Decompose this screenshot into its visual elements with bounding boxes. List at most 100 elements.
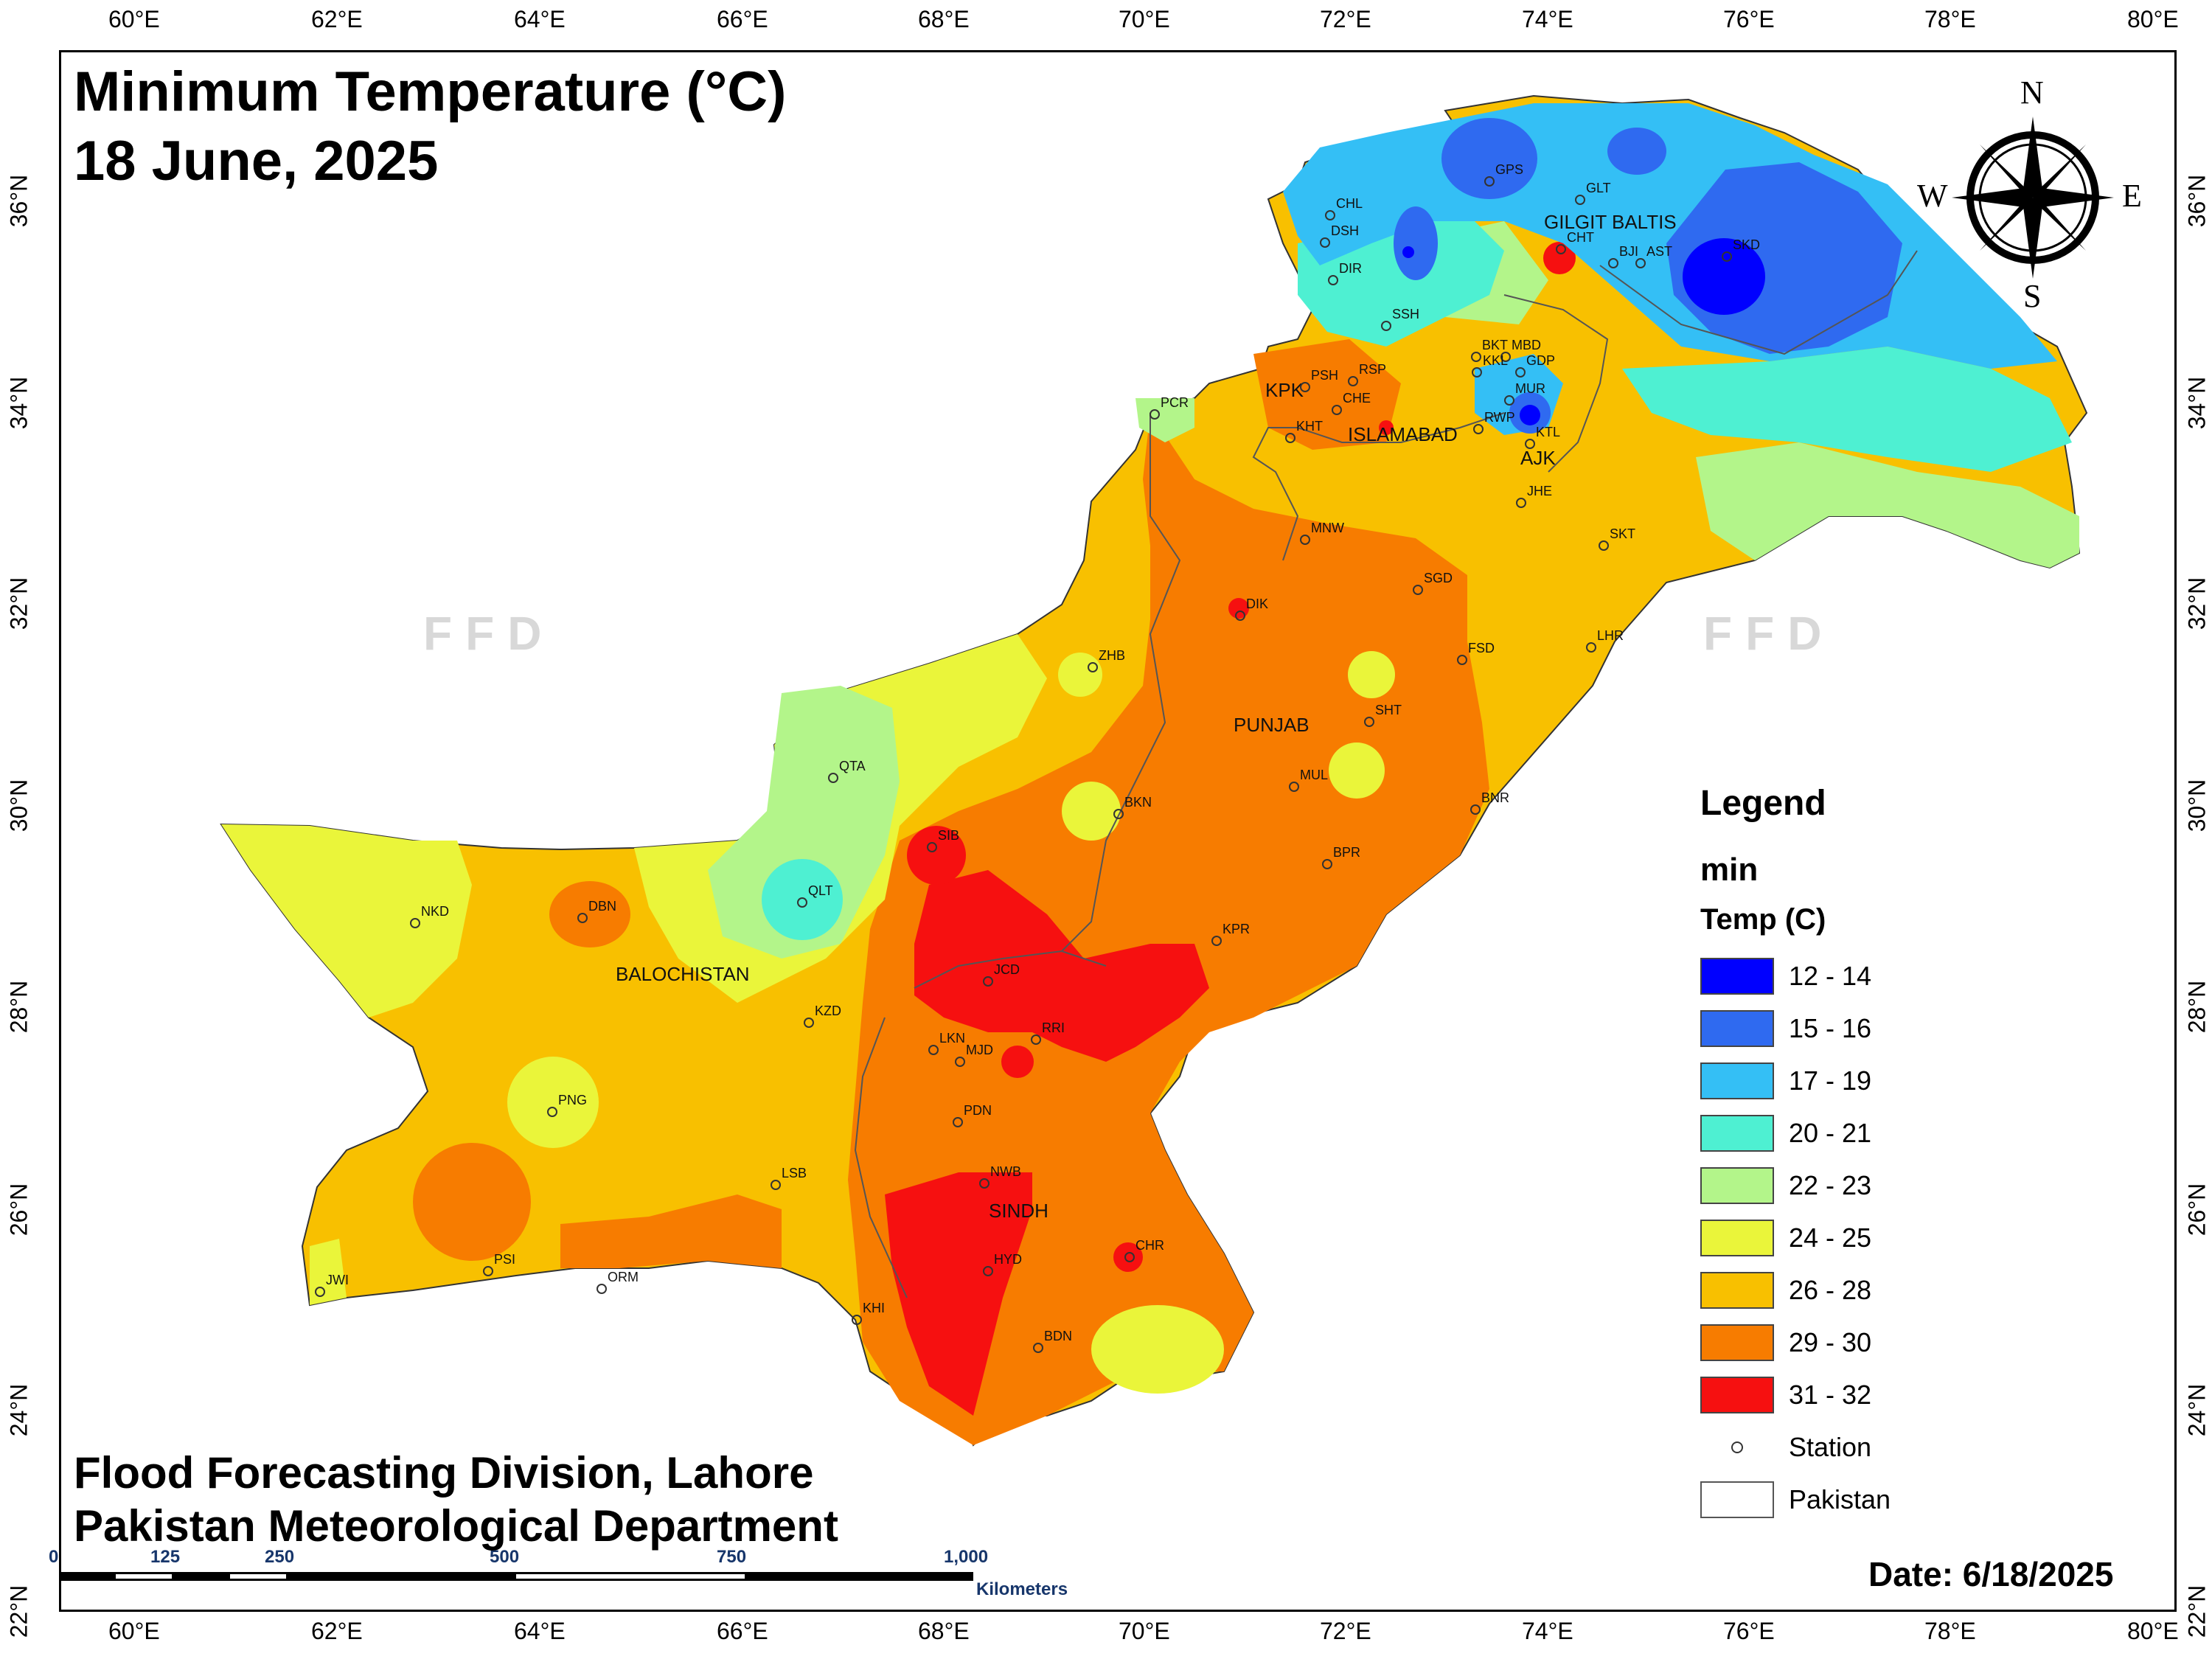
station-label: MUL <box>1300 768 1329 782</box>
legend-station-label: Station <box>1789 1431 1872 1462</box>
station-marker-icon <box>927 842 937 852</box>
station-label: KHI <box>863 1301 886 1315</box>
scale-bar-graphic <box>59 1572 973 1581</box>
legend-field-name: Temp (C) <box>1700 903 1826 936</box>
legend-swatch <box>1700 1114 1774 1152</box>
station-symbol-icon <box>1700 1429 1774 1466</box>
station-marker-icon <box>983 1266 993 1276</box>
station-label: BKT <box>1482 338 1509 352</box>
station-label: DIR <box>1339 261 1362 276</box>
station-marker-icon <box>1031 1034 1041 1045</box>
station-marker-icon <box>1608 258 1618 268</box>
lat-label-right: 30°N <box>2183 779 2211 832</box>
lon-label-bottom: 68°E <box>918 1618 970 1644</box>
station-marker-icon <box>1113 809 1124 819</box>
station-label: PSH <box>1311 368 1339 383</box>
station-marker-icon <box>1322 859 1332 869</box>
legend-class-row: 15 - 16 <box>1700 1002 1951 1054</box>
lon-label-top: 72°E <box>1320 6 1371 32</box>
boundary-swatch <box>1700 1481 1774 1518</box>
station-marker-icon <box>1515 367 1526 378</box>
region-label: GILGIT BALTIS <box>1544 211 1677 233</box>
station-marker-icon <box>1586 642 1596 653</box>
station-marker-icon <box>1471 352 1481 362</box>
legend-class-label: 20 - 21 <box>1789 1117 1872 1148</box>
station-label: NKD <box>421 904 450 919</box>
scale-tick: 1,000 <box>944 1547 989 1567</box>
region-label: AJK <box>1520 447 1556 469</box>
legend-classes: 12 - 14 15 - 16 17 - 19 20 - 21 22 - 23 24 - … <box>1700 950 1951 1421</box>
legend-class-row: 17 - 19 <box>1700 1054 1951 1107</box>
station-marker-icon <box>1235 611 1245 621</box>
station-marker-icon <box>1124 1252 1135 1262</box>
station-label: JCD <box>994 962 1020 977</box>
lon-label-top: 70°E <box>1119 6 1170 32</box>
legend-layer-name: min <box>1700 852 1759 888</box>
station-label: SHT <box>1375 703 1402 717</box>
compass-n: N <box>2020 74 2044 111</box>
station-marker-icon <box>1300 382 1310 392</box>
legend-class-label: 26 - 28 <box>1789 1274 1872 1305</box>
lat-label-left: 32°N <box>5 577 32 630</box>
station-label: KTL <box>1536 425 1561 439</box>
lon-label-bottom: 64°E <box>514 1618 566 1644</box>
lat-label-left: 24°N <box>5 1383 32 1437</box>
title-line-1: Minimum Temperature (°C) <box>74 60 787 123</box>
legend-class-row: 12 - 14 <box>1700 950 1951 1002</box>
station-marker-icon <box>1150 409 1160 420</box>
station-label: ZHB <box>1099 648 1125 663</box>
lon-label-bottom: 70°E <box>1119 1618 1170 1644</box>
lon-label-bottom: 80°E <box>2127 1618 2179 1644</box>
legend-class-label: 29 - 30 <box>1789 1326 1872 1357</box>
watermark-left: FFD <box>423 607 555 660</box>
legend-class-label: 31 - 32 <box>1789 1379 1872 1410</box>
station-marker-icon <box>315 1287 325 1297</box>
region-label: KPK <box>1265 379 1304 401</box>
station-label: JHE <box>1527 484 1553 498</box>
station-label: RSP <box>1359 362 1387 377</box>
lat-label-right: 26°N <box>2183 1183 2211 1237</box>
legend: Legend min Temp (C) 12 - 14 15 - 16 17 - 1… <box>1700 783 1951 1526</box>
station-label: NWB <box>990 1164 1021 1179</box>
scale-tick: 500 <box>490 1547 520 1567</box>
legend-class-label: 12 - 14 <box>1789 960 1872 991</box>
station-marker-icon <box>1320 237 1330 248</box>
legend-swatch <box>1700 1009 1774 1047</box>
lon-label-top: 68°E <box>918 6 970 32</box>
lon-label-top: 62°E <box>311 6 363 32</box>
station-label: HYD <box>994 1252 1023 1267</box>
lat-label-right: 32°N <box>2183 577 2211 630</box>
lon-label-top: 80°E <box>2127 6 2179 32</box>
legend-class-label: 17 - 19 <box>1789 1065 1872 1096</box>
station-label: RWP <box>1484 410 1515 425</box>
station-label: GDP <box>1526 353 1556 368</box>
station-label: CHL <box>1336 196 1363 211</box>
station-label: PNG <box>558 1093 588 1107</box>
station-marker-icon <box>1556 244 1566 254</box>
station-label: DIK <box>1246 597 1269 611</box>
lon-label-top: 64°E <box>514 6 566 32</box>
lat-label-left: 34°N <box>5 376 32 430</box>
station-marker-icon <box>1470 804 1481 815</box>
station-label: QLT <box>808 883 833 898</box>
station-label: SGD <box>1424 571 1453 585</box>
legend-swatch <box>1700 1062 1774 1099</box>
station-label: CHE <box>1343 391 1371 406</box>
lat-label-left: 36°N <box>5 174 32 228</box>
station-label: KPR <box>1222 922 1251 936</box>
region-label: PUNJAB <box>1234 714 1310 736</box>
lat-label-right: 24°N <box>2183 1383 2211 1437</box>
station-label: RRI <box>1042 1020 1065 1035</box>
station-label: KKL <box>1483 353 1509 368</box>
station-marker-icon <box>1381 321 1391 331</box>
legend-class-row: 22 - 23 <box>1700 1159 1951 1211</box>
station-label: LHR <box>1597 628 1624 643</box>
credit-line-1: Flood Forecasting Division, Lahore <box>74 1448 814 1498</box>
station-marker-icon <box>1285 433 1295 443</box>
legend-class-row: 31 - 32 <box>1700 1368 1951 1421</box>
station-marker-icon <box>1033 1343 1043 1353</box>
lat-label-right: 34°N <box>2183 376 2211 430</box>
credits: Flood Forecasting Division, Lahore Pakis… <box>74 1447 838 1553</box>
station-marker-icon <box>955 1057 965 1067</box>
lat-label-left: 28°N <box>5 980 32 1034</box>
